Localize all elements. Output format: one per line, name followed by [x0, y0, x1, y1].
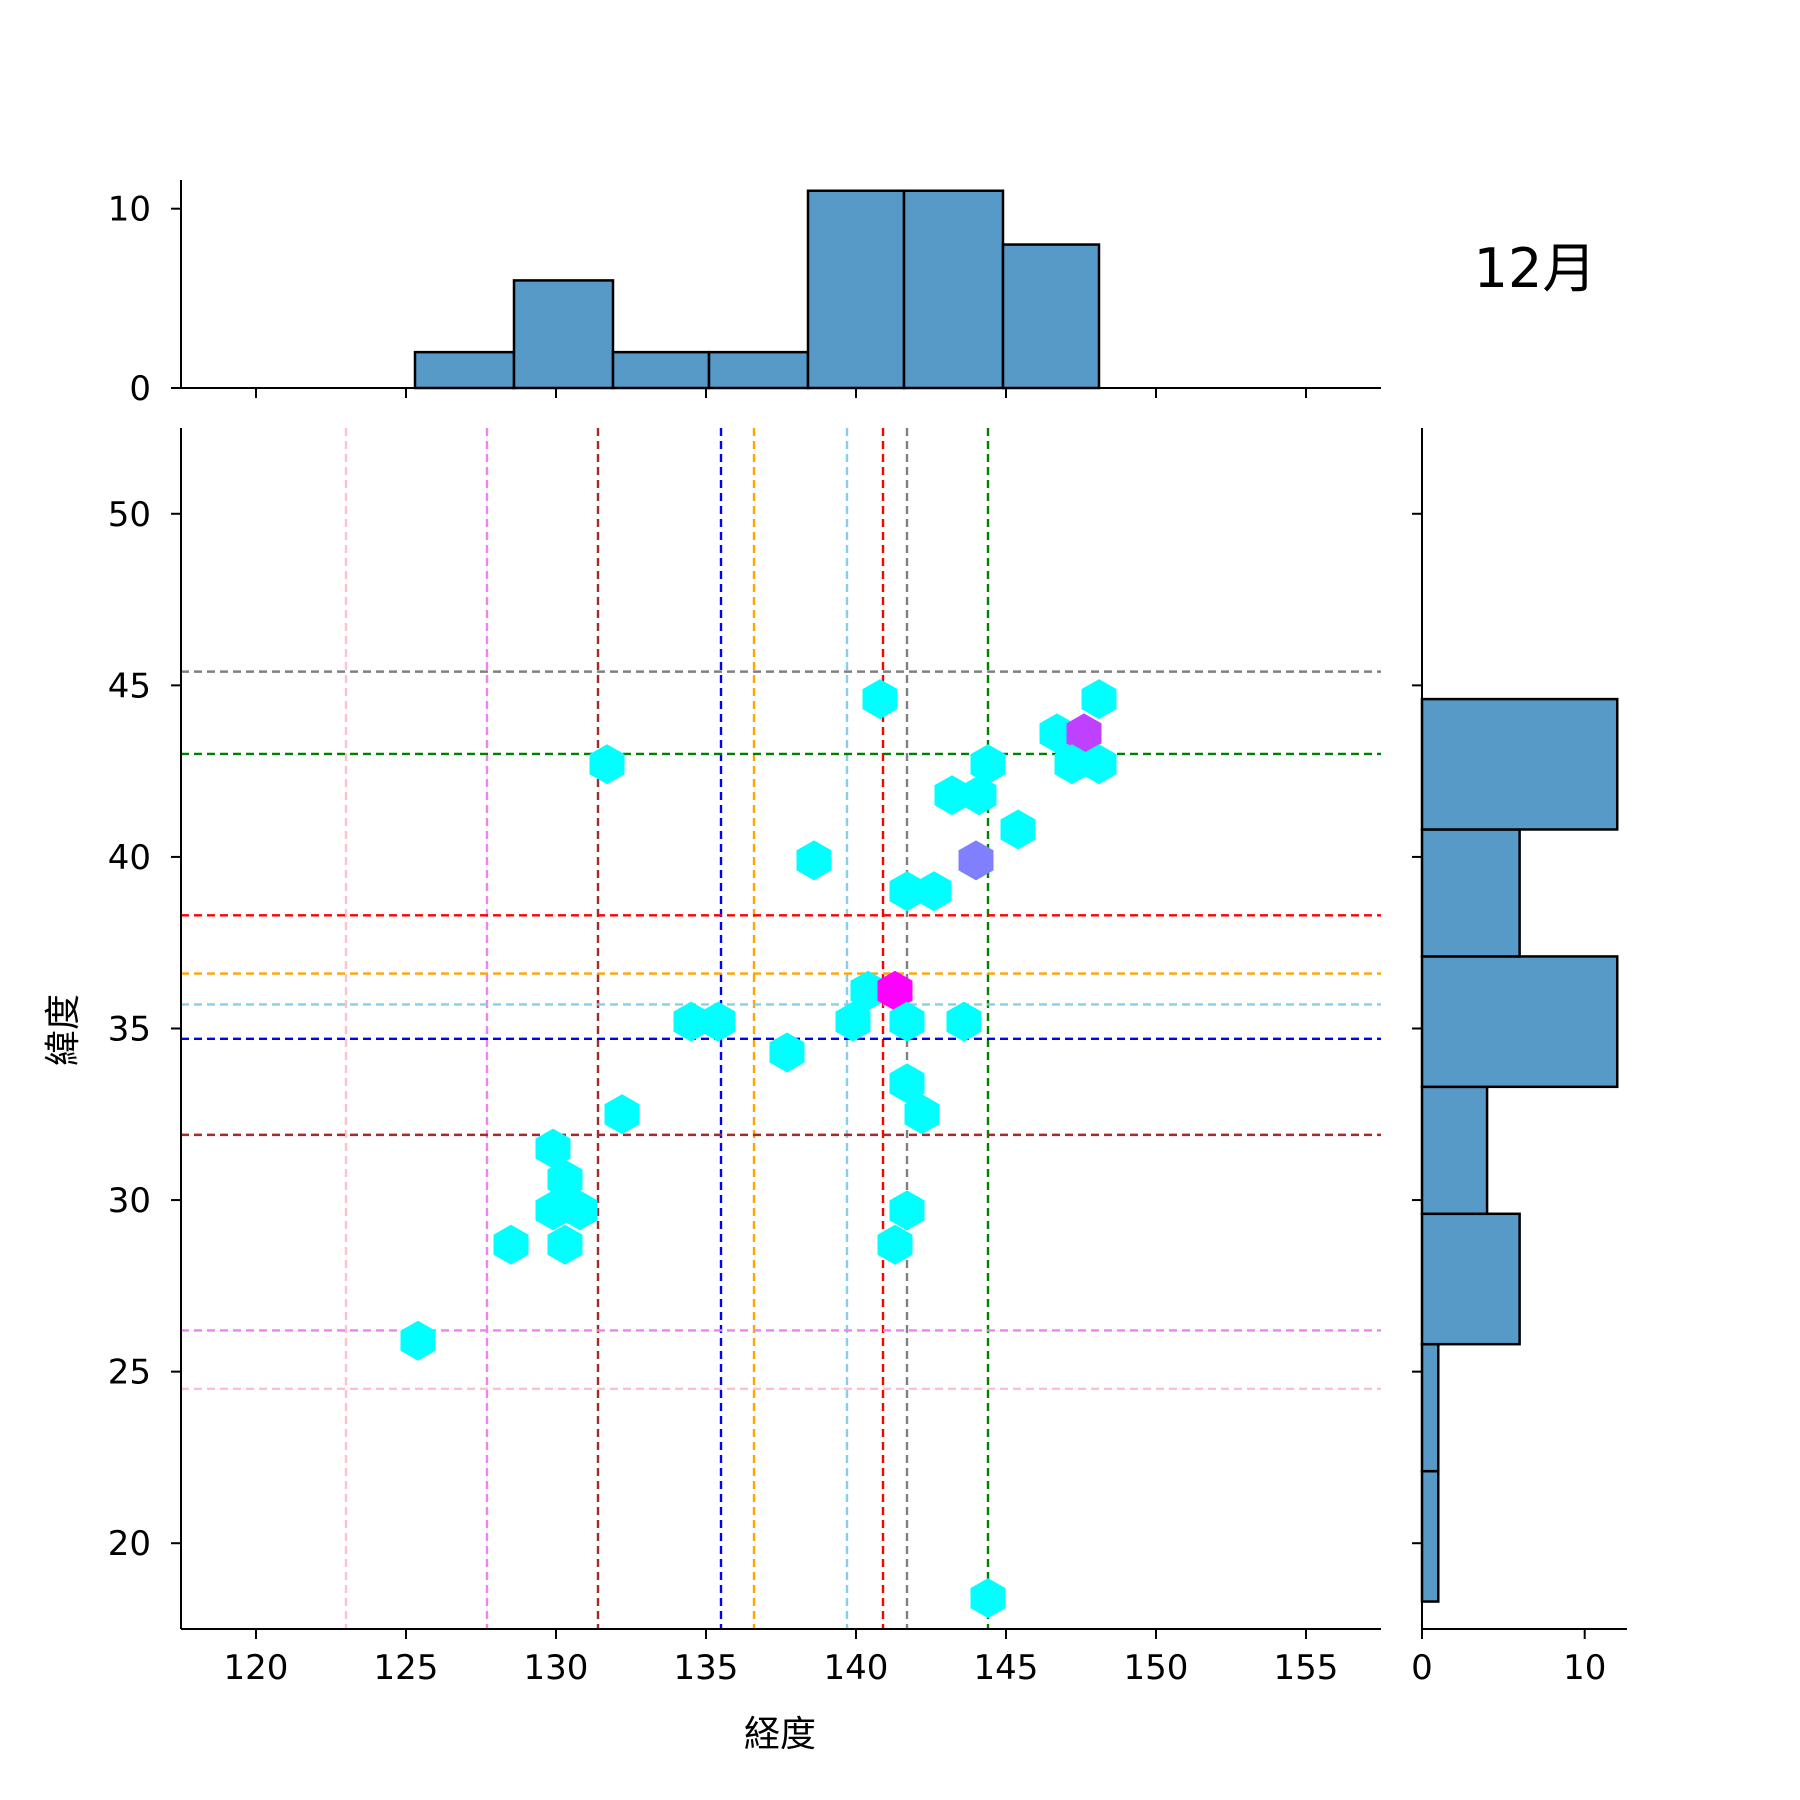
hexbin-cell-11	[796, 840, 832, 881]
hexbin-cell-26	[535, 1128, 571, 1169]
y-tick-label-3: 35	[108, 1010, 151, 1050]
x-tick-label-3: 135	[674, 1648, 739, 1688]
hexbin-cell-16	[877, 970, 913, 1011]
hexbin-cell-30	[889, 1190, 925, 1231]
hexbin-cell-19	[835, 1001, 871, 1042]
longitude-hist-bar-5	[902, 189, 1005, 390]
latitude-hist-bar-6	[1420, 697, 1619, 831]
y-tick-label-6: 50	[108, 495, 151, 535]
longitude-hist-bar-2	[611, 350, 711, 390]
main-hexbin-plot: 120 125 130 135 140 145 150 155 20253035404550 …	[43, 428, 1381, 1755]
longitude-hist-bar-0	[413, 350, 516, 390]
latitude-hist-bar-1	[1420, 1342, 1440, 1473]
hexbin-cell-29	[562, 1190, 598, 1231]
chart-title: 12月	[1474, 237, 1597, 300]
y-tick-label-2: 30	[108, 1181, 151, 1221]
longitude-hist-bar-6	[1001, 243, 1101, 390]
hexbin-cell-28	[535, 1190, 571, 1231]
longitude-hist-bar-1	[512, 279, 615, 390]
y-tick-label-4: 40	[108, 838, 151, 878]
hist-top-y-tick-label-0: 0	[129, 369, 151, 409]
hexbin-cell-4	[589, 744, 625, 785]
y-tick-label-5: 45	[108, 666, 151, 706]
hexbin-cell-2	[1039, 713, 1075, 754]
hexbin-cell-33	[877, 1224, 913, 1265]
hexbin-cell-6	[1054, 744, 1090, 785]
hexbin-cell-35	[970, 1578, 1006, 1619]
hexbin-cell-24	[604, 1094, 640, 1135]
x-tick-label-4: 140	[824, 1648, 889, 1688]
latitude-hist-bar-0	[1420, 1469, 1440, 1603]
x-tick-label-2: 130	[524, 1648, 589, 1688]
hexbin-cell-31	[493, 1224, 529, 1265]
longitude-histogram: 0 10	[108, 180, 1381, 409]
hexbin-cell-20	[889, 1001, 925, 1042]
hexbin-cell-14	[916, 871, 952, 912]
x-tick-label-7: 155	[1274, 1648, 1339, 1688]
hexbin-cell-18	[700, 1001, 736, 1042]
hexbin-cell-22	[769, 1032, 805, 1073]
latitude-hist-bar-2	[1420, 1212, 1521, 1346]
hexbin-cell-8	[934, 775, 970, 816]
hexbin-cell-32	[547, 1224, 583, 1265]
hist-top-y-tick-label-1: 10	[108, 190, 151, 230]
y-tick-label-1: 25	[108, 1353, 151, 1393]
latitude-hist-bar-4	[1420, 955, 1619, 1089]
hexbin-cell-5	[970, 744, 1006, 785]
hist-right-x-tick-label-1: 10	[1563, 1648, 1606, 1688]
hexbin-cell-25	[904, 1094, 940, 1135]
hexbin-cell-17	[673, 1001, 709, 1042]
latitude-histogram: 0 10	[1411, 428, 1627, 1688]
x-axis-label: 経度	[744, 1714, 816, 1755]
longitude-hist-bar-3	[707, 350, 810, 390]
hexbin-cell-10	[1000, 809, 1036, 850]
x-tick-label-6: 150	[1124, 1648, 1189, 1688]
y-tick-label-0: 20	[108, 1524, 151, 1564]
hexbin-cell-13	[889, 871, 925, 912]
hexbin-cell-34	[400, 1320, 436, 1361]
longitude-hist-bar-4	[806, 189, 906, 390]
hexbin-cell-27	[547, 1159, 583, 1200]
hexbin-cell-12	[958, 840, 994, 881]
x-tick-label-0: 120	[224, 1648, 289, 1688]
hexbin-cell-1	[1081, 679, 1117, 720]
hexbin-cell-7	[1081, 744, 1117, 785]
y-axis-label: 緯度	[43, 994, 84, 1066]
latitude-hist-bar-3	[1420, 1085, 1489, 1216]
hexbin-cell-15	[850, 970, 886, 1011]
hexbin-cell-3	[1066, 713, 1102, 754]
x-tick-label-1: 125	[374, 1648, 439, 1688]
hist-right-x-tick-label-0: 0	[1411, 1648, 1433, 1688]
latitude-hist-bar-5	[1420, 828, 1521, 958]
hexbin-cell-0	[862, 679, 898, 720]
hexbin-cell-23	[889, 1063, 925, 1104]
hexbin-cell-21	[946, 1001, 982, 1042]
x-tick-label-5: 145	[974, 1648, 1039, 1688]
hexbin-cell-9	[961, 775, 997, 816]
